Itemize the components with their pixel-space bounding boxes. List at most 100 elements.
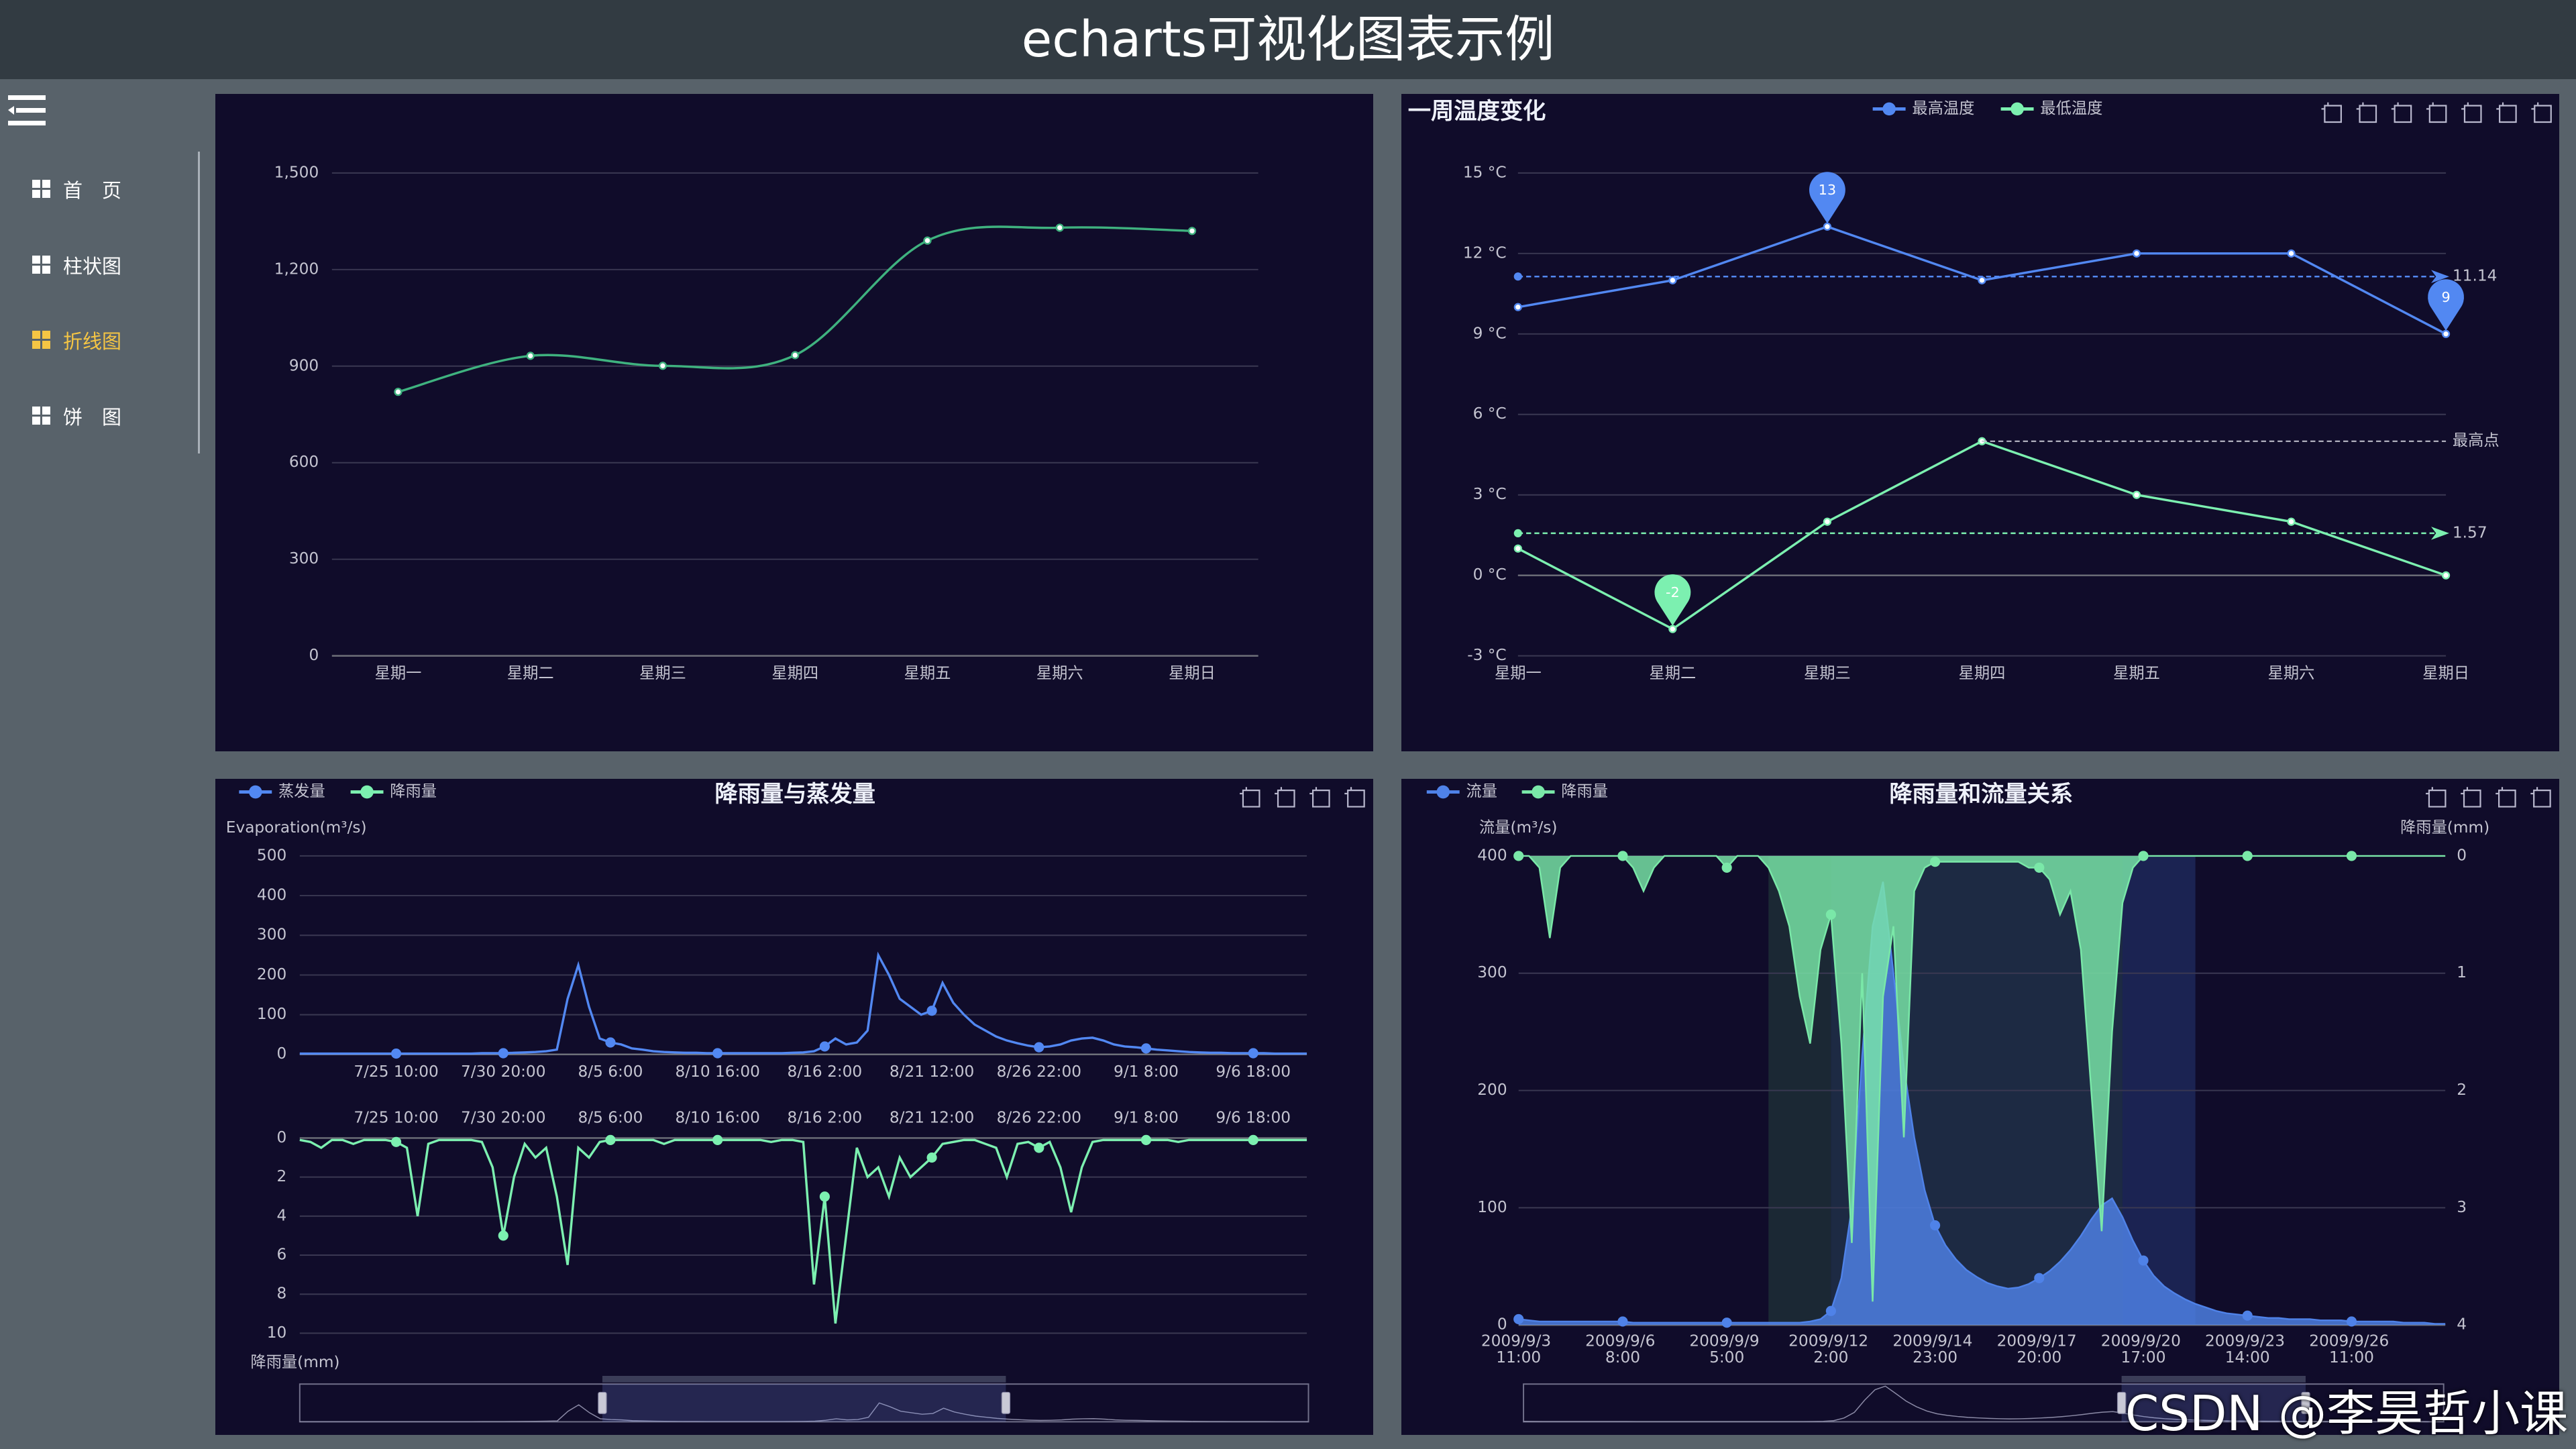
y-tick-label: 200 bbox=[257, 965, 286, 983]
x-tick-label: 2009/9/20 17:00 bbox=[2101, 1332, 2186, 1366]
point bbox=[1617, 851, 1628, 861]
x-tick-label-line: 8:00 bbox=[1605, 1348, 1640, 1366]
datazoom-handle[interactable] bbox=[2116, 1391, 2127, 1414]
x-tick-label-line: 20:00 bbox=[2017, 1348, 2061, 1366]
x-tick-label-line: 2009/9/23 bbox=[2205, 1332, 2290, 1350]
mark-pin-label: 9 bbox=[2441, 289, 2450, 305]
x-tick-label: 2009/9/17 20:00 bbox=[1997, 1332, 2082, 1366]
datazoom-window[interactable] bbox=[2121, 1384, 2306, 1422]
toolbox-icon[interactable] bbox=[2531, 102, 2552, 123]
toolbox-icon[interactable] bbox=[2496, 102, 2517, 123]
point bbox=[526, 352, 535, 360]
toolbox-icon[interactable] bbox=[2321, 102, 2342, 123]
x-tick-label: 8/10 16:00 bbox=[675, 1063, 759, 1081]
legend-dot bbox=[1436, 785, 1450, 799]
toolbox-icon[interactable] bbox=[2356, 102, 2377, 123]
toolbox-icon[interactable] bbox=[1275, 787, 1295, 808]
y-tick-label: 0 bbox=[1497, 1316, 1507, 1334]
series-line bbox=[1518, 881, 2446, 1325]
toolbox-icon[interactable] bbox=[2461, 102, 2482, 123]
chart-title: 降雨量和流量关系 bbox=[1889, 781, 2073, 808]
x-tick-label-line: 14:00 bbox=[2225, 1348, 2270, 1366]
y-tick-label: 0 bbox=[276, 1044, 286, 1063]
y-tick-label: 100 bbox=[1477, 1198, 1507, 1216]
x-tick-label: 2009/9/14 23:00 bbox=[1892, 1332, 1977, 1366]
x-tick-label-line: 2009/9/14 bbox=[1892, 1332, 1977, 1350]
x-tick-label: 星期五 bbox=[904, 664, 951, 682]
x-tick-label: 星期五 bbox=[2113, 664, 2160, 682]
toolbox-icon[interactable] bbox=[2426, 102, 2447, 123]
datazoom-bar bbox=[602, 1375, 1006, 1383]
point bbox=[923, 236, 932, 245]
x-tick-label: 星期六 bbox=[1036, 664, 1083, 682]
point bbox=[1617, 1316, 1628, 1327]
series-line bbox=[1518, 855, 2446, 1302]
watermark: CSDN @李昊哲小课 bbox=[2125, 1385, 2569, 1442]
series-line bbox=[299, 951, 1307, 1055]
x-tick-label-line: 5:00 bbox=[1709, 1348, 1744, 1366]
datazoom-handle[interactable] bbox=[2301, 1391, 2310, 1414]
x-tick-label-line: 2:00 bbox=[1813, 1348, 1848, 1366]
toolbox-icon[interactable] bbox=[2496, 787, 2516, 808]
x-tick-label: 星期一 bbox=[1495, 664, 1542, 682]
menu-item[interactable]: 首 页 bbox=[32, 176, 121, 203]
x-tick-label-line: 2009/9/6 bbox=[1585, 1332, 1660, 1350]
point bbox=[2132, 249, 2141, 258]
x-tick-label: 8/26 22:00 bbox=[997, 1063, 1081, 1081]
x-tick-label: 2009/9/9 5:00 bbox=[1689, 1332, 1764, 1366]
x-tick-label: 2009/9/6 8:00 bbox=[1585, 1332, 1660, 1366]
x-tick-label-line: 2009/9/26 bbox=[2309, 1332, 2394, 1350]
point bbox=[1823, 517, 1832, 526]
menu-item[interactable]: 饼 图 bbox=[32, 402, 121, 429]
x-tick-label: 8/10 16:00 bbox=[675, 1109, 759, 1127]
x-tick-label: 9/6 18:00 bbox=[1216, 1063, 1291, 1081]
mark-pin bbox=[1654, 574, 1691, 626]
toolbox-icon[interactable] bbox=[1309, 787, 1330, 808]
x-tick-label: 8/16 2:00 bbox=[788, 1063, 863, 1081]
point bbox=[1823, 222, 1832, 231]
toolbox-icon[interactable] bbox=[2426, 787, 2447, 808]
point bbox=[819, 1191, 830, 1202]
datazoom-window[interactable] bbox=[602, 1384, 1006, 1422]
page-title: echarts可视化图表示例 bbox=[1021, 11, 1555, 68]
point bbox=[498, 1048, 508, 1059]
datazoom-handle[interactable] bbox=[598, 1391, 607, 1414]
menu-label[interactable]: 折线图 bbox=[63, 330, 122, 353]
point bbox=[926, 1152, 937, 1163]
y-tick-label: 500 bbox=[257, 846, 286, 864]
toolbox-icon[interactable] bbox=[2530, 787, 2551, 808]
average-start bbox=[1513, 272, 1522, 281]
y-tick-label: 1,200 bbox=[274, 260, 319, 278]
point bbox=[1034, 1142, 1044, 1153]
datazoom-handle[interactable] bbox=[1001, 1391, 1011, 1414]
toolbox-icon[interactable] bbox=[1240, 787, 1260, 808]
toolbox-icon[interactable] bbox=[1344, 787, 1365, 808]
menu-item[interactable]: 折线图 bbox=[32, 327, 121, 354]
point bbox=[2441, 571, 2451, 580]
menu-label[interactable]: 柱状图 bbox=[63, 255, 122, 278]
menu-icon bbox=[32, 407, 50, 425]
menu-toggle[interactable] bbox=[7, 91, 48, 130]
x-tick-label: 7/25 10:00 bbox=[354, 1063, 438, 1081]
x-tick-label: 9/1 8:00 bbox=[1114, 1109, 1179, 1127]
x-tick-label: 星期二 bbox=[507, 664, 554, 682]
average-label: 11.14 bbox=[2453, 267, 2498, 285]
menu-label[interactable]: 饼 图 bbox=[63, 406, 122, 429]
legend-label: 降雨量 bbox=[390, 782, 437, 800]
y-tick-label: 0 bbox=[276, 1128, 286, 1146]
y-tick-label: 0 bbox=[2457, 846, 2467, 864]
menu-label[interactable]: 首 页 bbox=[63, 179, 122, 202]
y-tick-label: 15 °C bbox=[1463, 163, 1507, 181]
x-tick-label: 7/30 20:00 bbox=[461, 1109, 545, 1127]
toolbox-icon[interactable] bbox=[2391, 102, 2412, 123]
x-tick-label: 2009/9/26 11:00 bbox=[2309, 1332, 2394, 1366]
point bbox=[791, 351, 800, 360]
legend-label: 蒸发量 bbox=[278, 782, 325, 800]
point bbox=[1187, 227, 1197, 235]
x-tick-label-line: 23:00 bbox=[1913, 1348, 1957, 1366]
y-tick-label: 200 bbox=[1477, 1081, 1507, 1099]
x-tick-label: 9/6 18:00 bbox=[1216, 1109, 1291, 1127]
menu-item[interactable]: 柱状图 bbox=[32, 252, 121, 278]
y-tick-label: 3 bbox=[2457, 1198, 2467, 1216]
toolbox-icon[interactable] bbox=[2461, 787, 2481, 808]
